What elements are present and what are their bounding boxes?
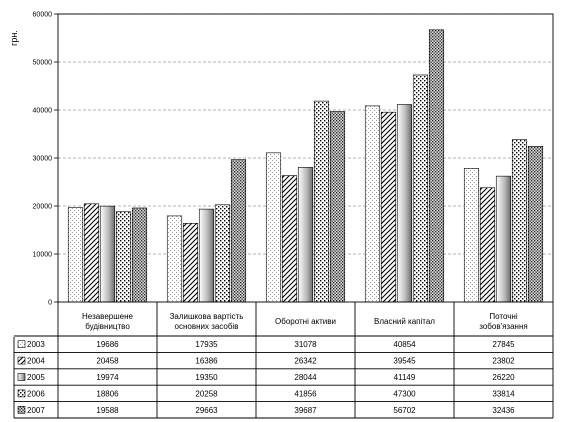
bar-2003-1 xyxy=(67,207,84,303)
y-tick-label: 10000 xyxy=(33,252,53,259)
bar-2007-5 xyxy=(527,146,544,303)
legend-swatch-2006 xyxy=(17,389,26,398)
bar-2005-4 xyxy=(396,104,413,303)
bars xyxy=(67,29,544,303)
y-tick-label: 20000 xyxy=(33,204,53,211)
bar-2007-4 xyxy=(428,29,445,303)
category-label: Оборотні активи xyxy=(275,317,336,326)
data-label-2006-4: 47300 xyxy=(393,389,416,398)
data-label-2003-2: 17935 xyxy=(195,340,218,349)
legend-label-2004: 2004 xyxy=(27,357,45,366)
data-label-2005-2: 19350 xyxy=(195,373,218,382)
y-axis-label: грн. xyxy=(9,30,19,46)
legend-label-2007: 2007 xyxy=(27,406,45,415)
legend-label-2003: 2003 xyxy=(27,340,45,349)
y-tick-label: 30000 xyxy=(33,156,53,163)
legend-swatch-2007 xyxy=(17,405,26,414)
y-tick-labels: 0 10000 20000 30000 40000 50000 60000 xyxy=(33,12,58,307)
data-label-2006-3: 41856 xyxy=(294,389,317,398)
bar-2006-5 xyxy=(511,139,528,303)
bar-2005-1 xyxy=(99,205,116,303)
bar-2005-2 xyxy=(198,208,215,303)
data-label-2007-1: 19588 xyxy=(96,406,119,415)
data-label-2003-5: 27845 xyxy=(492,340,515,349)
data-label-2006-5: 33814 xyxy=(492,389,515,398)
data-label-2004-2: 16386 xyxy=(195,357,218,366)
data-label-2005-5: 26220 xyxy=(492,373,515,382)
data-label-2004-4: 39545 xyxy=(393,357,416,366)
data-label-2007-3: 39687 xyxy=(294,406,317,415)
category-label: зобов'язання xyxy=(479,322,527,331)
y-tick-label: 50000 xyxy=(33,60,53,67)
bar-2007-1 xyxy=(131,207,148,303)
bar-2006-1 xyxy=(115,211,132,303)
bar-2003-2 xyxy=(166,215,183,303)
legend-swatch-2004 xyxy=(17,356,26,365)
category-label: Поточні xyxy=(489,312,517,321)
data-label-2004-1: 20458 xyxy=(96,357,119,366)
data-label-2003-4: 40854 xyxy=(393,340,416,349)
data-label-2005-4: 41149 xyxy=(394,373,416,382)
category-label: Незавершене xyxy=(82,312,134,321)
y-tick-label: 60000 xyxy=(33,12,53,19)
bar-2006-2 xyxy=(214,204,231,303)
bar-2004-1 xyxy=(83,203,100,303)
legend-swatch-2005 xyxy=(17,373,26,381)
data-label-2007-2: 29663 xyxy=(195,406,218,415)
bar-2003-3 xyxy=(265,152,282,303)
legend-swatch-2003 xyxy=(17,340,26,349)
y-tick-label: 0 xyxy=(48,300,52,307)
data-label-2004-3: 26342 xyxy=(294,357,317,366)
bar-2004-5 xyxy=(479,187,496,303)
category-label: Залишкова вартість xyxy=(170,312,244,321)
bar-2004-4 xyxy=(380,111,397,303)
data-label-2006-2: 20258 xyxy=(195,389,218,398)
legend-label-2005: 2005 xyxy=(27,373,45,382)
bar-2003-5 xyxy=(463,168,480,303)
category-label: будівництво xyxy=(85,322,130,331)
bar-2004-2 xyxy=(182,223,199,303)
category-label: Власний капітал xyxy=(374,317,435,326)
legend-label-2006: 2006 xyxy=(27,389,45,398)
bar-2007-2 xyxy=(230,159,247,303)
bar-2003-4 xyxy=(364,105,381,303)
data-label-2007-5: 32436 xyxy=(492,406,515,415)
bar-2005-5 xyxy=(495,175,512,303)
bar-2006-3 xyxy=(313,100,330,303)
category-label: основних засобів xyxy=(175,322,239,331)
data-label-2003-3: 31078 xyxy=(294,340,317,349)
data-label-2007-4: 56702 xyxy=(393,406,416,415)
bar-2005-3 xyxy=(297,167,314,303)
y-tick-label: 40000 xyxy=(33,108,53,115)
bar-2006-4 xyxy=(412,74,429,303)
bar-2004-3 xyxy=(281,175,298,303)
data-label-2004-5: 23802 xyxy=(492,357,515,366)
data-label-2005-3: 28044 xyxy=(294,373,317,382)
data-label-2006-1: 18806 xyxy=(96,389,119,398)
bar-2007-3 xyxy=(329,111,346,303)
data-label-2005-1: 19974 xyxy=(96,373,119,382)
data-label-2003-1: 19686 xyxy=(96,340,119,349)
